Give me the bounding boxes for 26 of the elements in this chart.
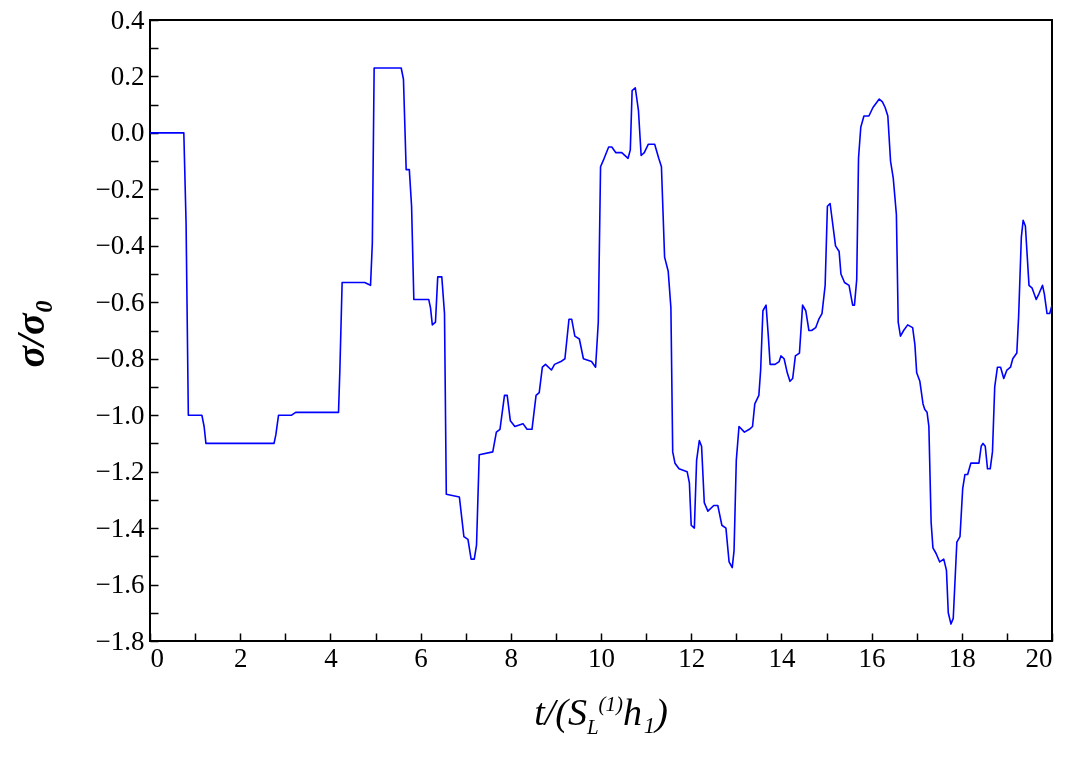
y-tick-label: 0.4 (110, 4, 145, 35)
y-tick-label: −0.4 (95, 230, 145, 261)
x-tick-label: 6 (414, 642, 428, 673)
y-tick-label: −1.4 (95, 512, 145, 543)
y-tick-label: −1.8 (95, 625, 145, 656)
x-tick-label: 2 (233, 642, 248, 673)
x-tick-label: 20 (1025, 642, 1053, 673)
x-tick-label: 16 (858, 642, 886, 673)
x-tick-label: 8 (504, 642, 519, 673)
y-tick-label: −1.0 (95, 399, 145, 430)
y-tick-label: 0.2 (110, 60, 145, 91)
x-tick-label: 12 (678, 642, 706, 673)
x-tick-label: 14 (768, 642, 796, 673)
x-tick-label: 10 (588, 642, 615, 673)
x-tick-label: 4 (324, 642, 339, 673)
x-tick-label: 0 (150, 642, 164, 673)
line-series (150, 67, 1052, 625)
y-tick-label: 0.0 (110, 117, 145, 148)
y-tick-label: −1.6 (95, 569, 145, 600)
y-tick-label: −1.2 (95, 456, 145, 487)
y-tick-label: −0.6 (95, 286, 145, 317)
x-axis-title: t/(S$_{L}$$^{(1)}$h₁) (533, 690, 669, 740)
x-tick-label: 18 (948, 642, 976, 673)
y-axis-title: σ/σ₀ (6, 298, 54, 370)
y-tick-label: −0.8 (95, 343, 145, 374)
y-tick-label: −0.2 (95, 173, 145, 204)
